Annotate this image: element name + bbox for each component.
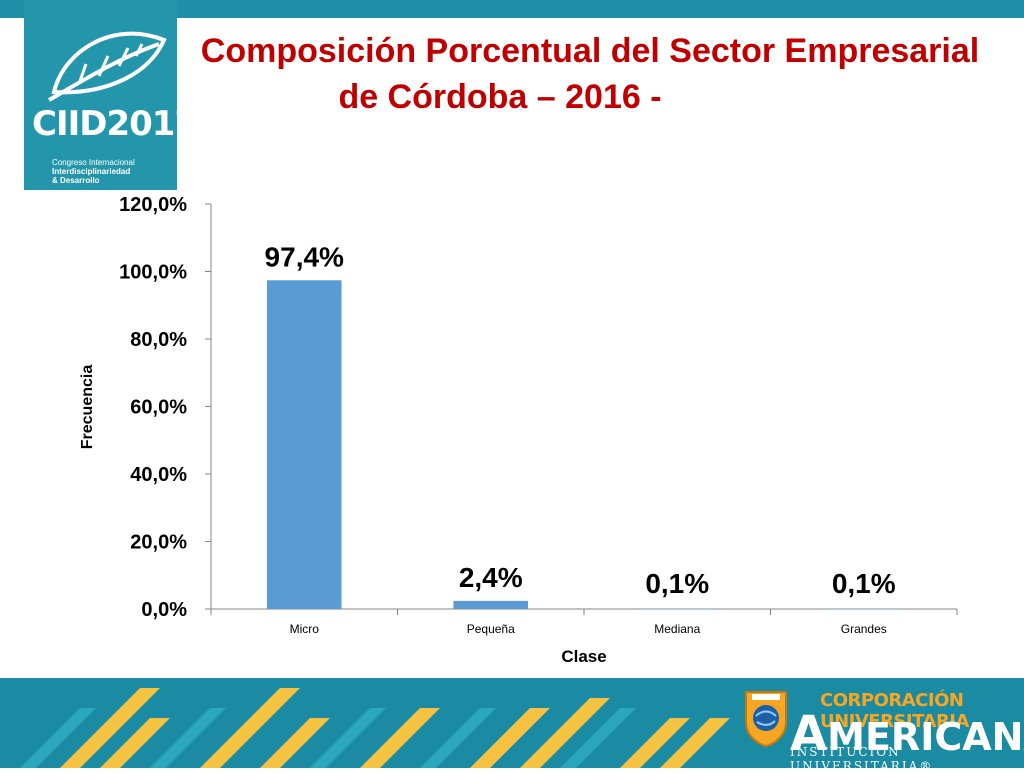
x-axis-title: Clase <box>561 647 606 666</box>
y-tick-label: 0,0% <box>141 599 187 621</box>
bar-pequeña <box>453 600 529 609</box>
university-name: AMERICANA <box>790 706 1024 762</box>
x-category-label: Pequeña <box>467 622 515 636</box>
badge-year: 2017 <box>106 104 198 144</box>
footer-stripes <box>20 688 730 768</box>
bar-mediana <box>639 608 715 610</box>
slide-title-line1: Composición Porcentual del Sector Empres… <box>200 32 980 70</box>
y-tick-label: 60,0% <box>130 397 187 419</box>
slide-title-line2: de Córdoba – 2016 - <box>338 78 662 116</box>
data-label: 2,4% <box>459 562 523 593</box>
badge-brand-text: CIID <box>32 104 107 144</box>
data-label: 0,1% <box>832 568 896 599</box>
badge-sub-line3: & Desarrollo <box>52 176 100 185</box>
y-tick-label: 20,0% <box>130 532 187 554</box>
y-axis-title: Frecuencia <box>79 365 96 450</box>
x-category-label: Mediana <box>654 622 700 636</box>
y-tick-label: 80,0% <box>130 329 187 351</box>
badge-subtitle: Congreso Internacional Interdisciplinari… <box>52 158 172 185</box>
university-shield-icon <box>745 691 787 748</box>
slide-title: Composición Porcentual del Sector Empres… <box>180 28 1000 120</box>
badge-sub-line2: Interdisciplinariedad <box>52 167 131 176</box>
top-bar <box>0 0 1024 18</box>
badge-brand: CIID2017 <box>32 104 198 144</box>
bar-grandes <box>826 608 902 610</box>
bar-micro <box>266 280 342 609</box>
x-category-label: Grandes <box>841 622 887 636</box>
university-name-rest: MERICANA <box>827 715 1024 759</box>
footer-band <box>0 678 1024 768</box>
university-name-first: A <box>790 706 828 762</box>
y-tick-label: 120,0% <box>119 194 187 216</box>
data-label: 0,1% <box>645 568 709 599</box>
y-tick-label: 100,0% <box>119 262 187 284</box>
badge-sub-line1: Congreso Internacional <box>52 158 135 167</box>
y-tick-label: 40,0% <box>130 464 187 486</box>
corp-line: CORPORACIÓN UNIVERSITARIA <box>820 690 969 732</box>
ciid-badge: CIID2017 Congreso Internacional Interdis… <box>24 0 198 190</box>
institution-line: INSTITUCIÓN UNIVERSITARIA® <box>790 745 934 773</box>
data-label: 97,4% <box>265 241 344 272</box>
bar-chart: 0,0% 20,0% 40,0% 60,0% 80,0% 100,0% 120,0% 97,4… <box>79 194 958 666</box>
x-category-label: Micro <box>290 622 320 636</box>
leaf-icon <box>48 31 167 102</box>
